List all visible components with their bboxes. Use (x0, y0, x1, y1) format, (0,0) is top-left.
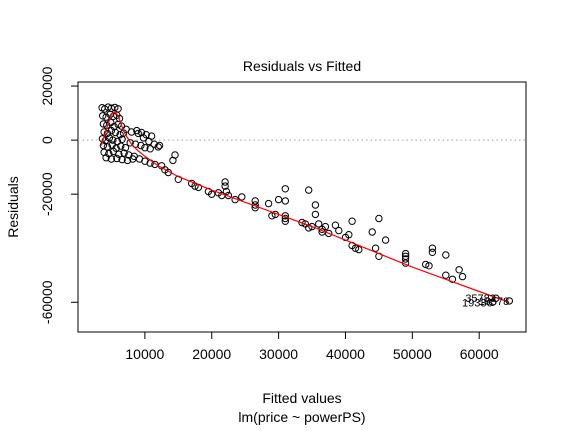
data-point (428, 244, 437, 252)
data-point (154, 143, 162, 151)
data-point (264, 199, 273, 208)
data-point (371, 244, 380, 252)
data-point (422, 260, 430, 269)
data-point (321, 222, 330, 231)
data-point (141, 157, 149, 165)
data-point (401, 255, 410, 263)
data-point (121, 144, 130, 152)
data-point (221, 178, 229, 186)
data-point (222, 187, 231, 196)
smooth-trend-line (100, 110, 510, 303)
data-point (118, 155, 126, 164)
x-tick-label: 10000 (125, 346, 164, 362)
x-axis-label: Fitted values (262, 390, 341, 406)
outlier-label: 35783 (465, 293, 496, 305)
data-point (331, 221, 340, 229)
x-tick-label: 20000 (192, 346, 231, 362)
data-point (325, 229, 333, 238)
data-point (335, 226, 343, 235)
y-tick-label: -60000 (39, 280, 55, 324)
chart-title: Residuals vs Fitted (243, 58, 361, 74)
data-point (305, 224, 313, 232)
data-point (146, 145, 154, 153)
data-point (281, 185, 289, 193)
data-point (151, 160, 159, 169)
x-axis: 10000 20000 30000 40000 50000 60000 (125, 331, 499, 362)
x-tick-label: 60000 (460, 346, 499, 362)
data-point (107, 155, 116, 163)
data-point (442, 271, 450, 279)
data-point (118, 135, 126, 144)
data-point (442, 251, 450, 259)
data-point (141, 144, 149, 152)
data-point (111, 103, 119, 112)
data-point (139, 134, 148, 142)
data-point (448, 275, 457, 283)
data-point (99, 112, 107, 120)
data-point (281, 197, 289, 205)
data-point (208, 190, 216, 198)
data-point (103, 143, 112, 151)
y-axis-label: Residuals (5, 176, 21, 237)
data-point (281, 217, 289, 225)
data-point (375, 214, 383, 223)
data-point (125, 151, 133, 159)
data-point (109, 136, 117, 144)
chart-subtitle: lm(price ~ powerPS) (238, 409, 365, 425)
data-point (127, 128, 136, 136)
data-point (305, 186, 313, 194)
data-point (311, 210, 320, 219)
data-point (123, 156, 132, 165)
data-point (137, 141, 145, 150)
y-tick-label: 0 (39, 136, 55, 144)
data-point (113, 154, 121, 163)
x-tick-label: 50000 (393, 346, 432, 362)
data-point (401, 249, 410, 258)
x-tick-label: 30000 (259, 346, 298, 362)
outlier-label: 19336 (462, 297, 493, 309)
data-point (155, 141, 164, 150)
data-point (315, 220, 323, 228)
y-tick-label: -20000 (39, 172, 55, 216)
x-tick-label: 40000 (326, 346, 365, 362)
data-point (116, 131, 124, 139)
residual-points (98, 103, 513, 306)
data-point (355, 245, 363, 254)
y-tick-label: 20000 (39, 66, 55, 105)
plot-frame (77, 81, 527, 333)
outlier-label: 16578 (479, 296, 510, 308)
data-point (455, 266, 463, 274)
data-point (311, 201, 320, 209)
data-point (458, 272, 467, 281)
data-point (428, 248, 437, 257)
data-point (381, 236, 390, 244)
data-point (171, 151, 179, 159)
data-point (368, 228, 376, 236)
data-point (348, 217, 356, 225)
data-point (107, 126, 116, 135)
data-point (99, 120, 108, 128)
data-point (120, 149, 128, 157)
data-point (134, 129, 142, 138)
data-point (298, 218, 306, 227)
data-point (345, 231, 353, 239)
data-point (111, 128, 120, 137)
data-point (117, 142, 125, 150)
data-point (308, 222, 316, 231)
data-point (351, 244, 360, 252)
data-point (274, 195, 283, 204)
data-point (126, 139, 134, 147)
data-point (238, 193, 246, 201)
y-axis: -60000 -20000 0 20000 (39, 66, 79, 324)
data-point (425, 262, 433, 270)
data-point (102, 154, 110, 162)
data-point (221, 182, 229, 190)
data-point (115, 150, 123, 158)
